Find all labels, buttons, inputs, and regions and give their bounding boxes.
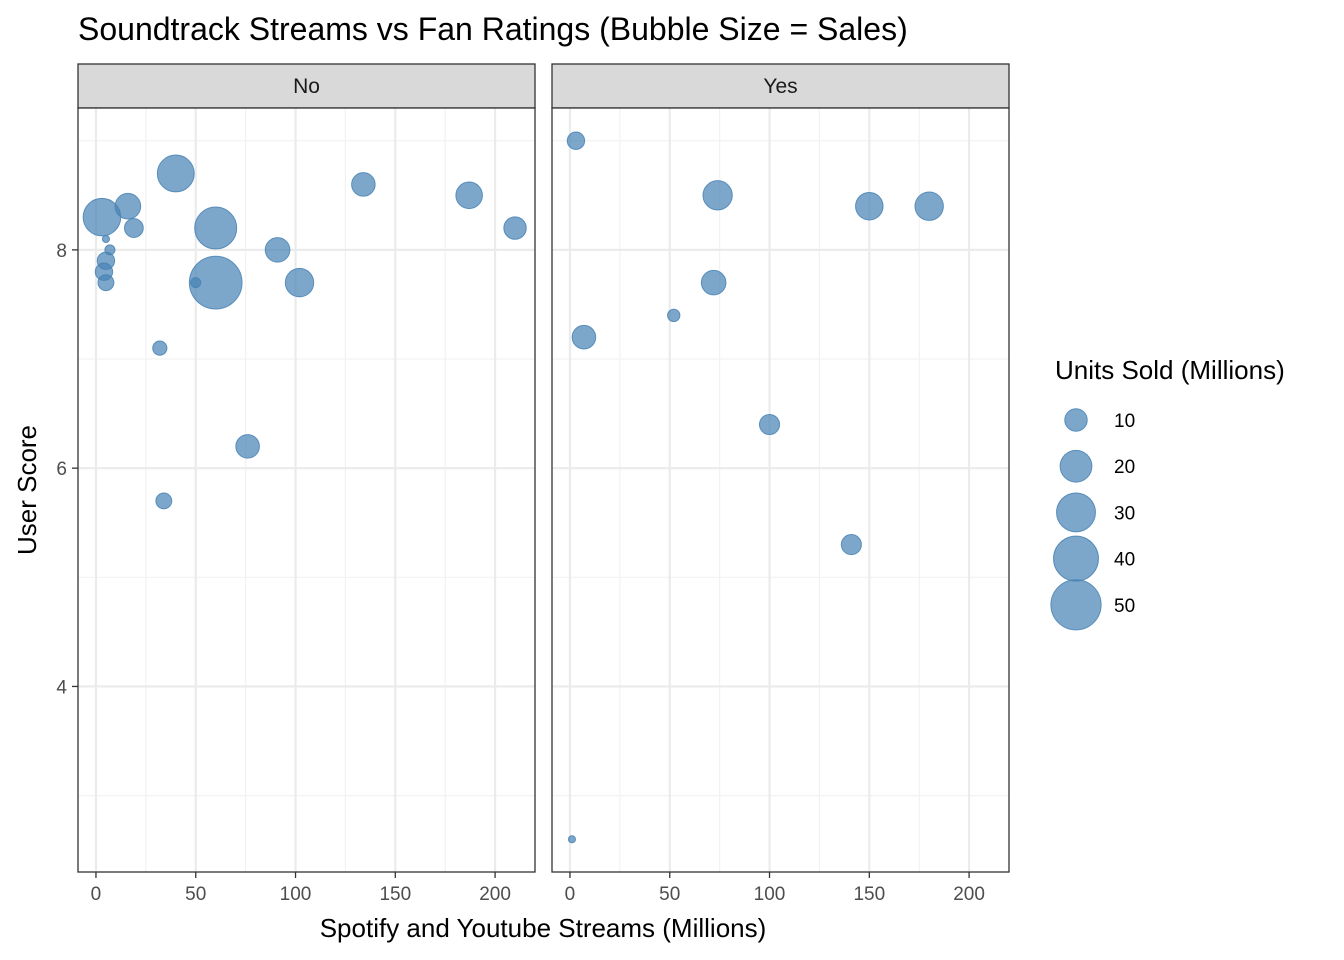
legend-title: Units Sold (Millions)	[1055, 355, 1285, 385]
data-point	[667, 308, 681, 323]
data-point	[114, 192, 142, 220]
data-point	[567, 835, 577, 844]
data-point	[156, 154, 195, 193]
data-point	[101, 234, 110, 244]
data-point	[855, 191, 884, 221]
legend-item: 30	[1056, 492, 1135, 533]
y-tick-label: 4	[56, 677, 67, 698]
legend-key	[1053, 535, 1099, 582]
data-point	[188, 255, 243, 310]
plot-area	[552, 108, 1009, 872]
x-tick-label: 0	[565, 884, 576, 905]
legend-item: 40	[1053, 535, 1135, 582]
x-tick-label: 50	[659, 884, 680, 905]
data-point	[194, 206, 238, 250]
legend-key	[1056, 492, 1096, 533]
y-axis-title: User Score	[12, 425, 42, 555]
y-tick-label: 6	[56, 459, 67, 480]
data-point	[264, 237, 291, 263]
legend-key	[1064, 408, 1088, 432]
data-point	[840, 534, 862, 556]
legend-item: 10	[1064, 408, 1135, 432]
x-tick-label: 200	[953, 884, 985, 905]
panel-border	[77, 107, 536, 873]
legend-key	[1059, 449, 1093, 483]
legend-label: 40	[1114, 550, 1135, 571]
data-point	[914, 191, 944, 221]
size-legend: 10 20 30 40 50	[1050, 408, 1135, 631]
facet-panel-yes: Yes 0 50 100 150 200	[551, 63, 1010, 905]
facet-strip-label: Yes	[763, 75, 797, 98]
data-point	[758, 413, 781, 436]
facet-strip-label: No	[293, 75, 320, 98]
facet-strip	[551, 63, 1010, 109]
chart-title: Soundtrack Streams vs Fan Ratings (Bubbl…	[78, 11, 908, 47]
x-tick-label: 50	[185, 884, 206, 905]
facet-panel-no: No 0 50 100 150 200 4 6 8	[56, 63, 536, 905]
data-point	[235, 434, 260, 459]
data-point	[455, 181, 483, 210]
data-point	[700, 269, 727, 296]
plot-area	[78, 108, 535, 872]
facet-strip	[77, 63, 536, 109]
data-point	[190, 277, 202, 289]
data-point	[152, 340, 168, 356]
y-tick-label: 8	[56, 241, 67, 262]
data-point	[571, 324, 597, 350]
data-point	[155, 492, 173, 510]
x-tick-label: 0	[91, 884, 102, 905]
x-tick-label: 150	[379, 884, 411, 905]
data-point	[566, 131, 586, 150]
data-point	[702, 180, 733, 211]
x-tick-label: 100	[280, 884, 312, 905]
x-tick-label: 100	[754, 884, 786, 905]
panel-border	[551, 107, 1010, 873]
legend-item: 20	[1059, 449, 1135, 483]
facet-panels: No 0 50 100 150 200 4 6 8 Yes 0 50 100 150 200	[56, 63, 1010, 905]
legend-label: 10	[1114, 411, 1135, 432]
data-point	[284, 267, 315, 298]
legend-item: 50	[1050, 579, 1135, 631]
x-tick-label: 200	[479, 884, 511, 905]
x-tick-label: 150	[853, 884, 885, 905]
data-point	[97, 274, 115, 292]
data-point	[123, 218, 144, 238]
x-axis-title: Spotify and Youtube Streams (Millions)	[320, 913, 767, 943]
legend-label: 30	[1114, 503, 1135, 524]
legend-label: 50	[1114, 596, 1135, 617]
data-point	[503, 216, 527, 240]
legend-label: 20	[1114, 457, 1135, 478]
data-point	[351, 172, 376, 197]
legend-key	[1050, 579, 1102, 631]
